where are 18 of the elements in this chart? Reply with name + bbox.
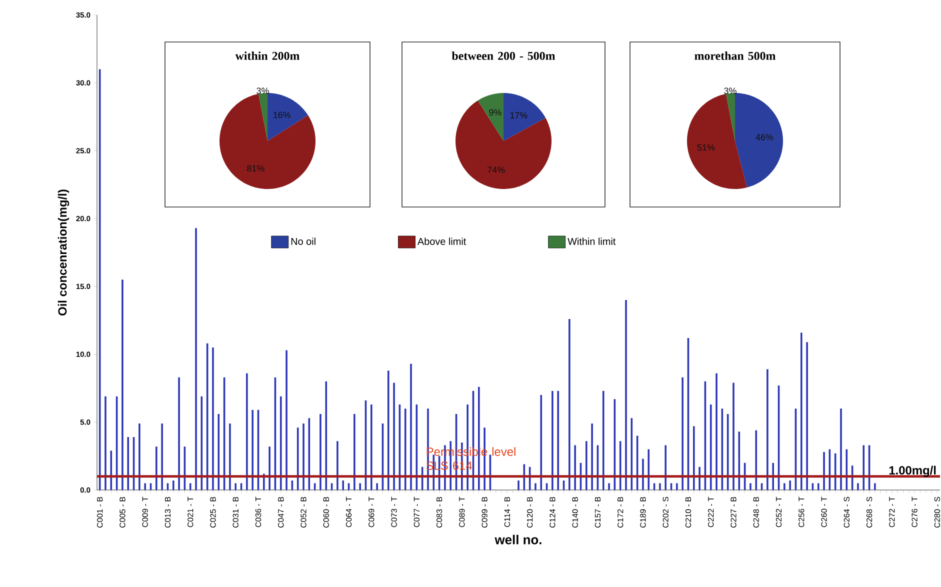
data-label: 17%	[510, 112, 528, 119]
data-label: 51%	[697, 144, 715, 151]
legend-label: Within limit	[568, 238, 616, 245]
data-label: 46%	[756, 134, 774, 140]
y-axis-title: Oil concenration(mg/l)	[58, 190, 70, 316]
data-label: 9%	[489, 109, 502, 116]
data-label: 3%	[256, 88, 269, 94]
chart-title: morethan 500m	[694, 52, 776, 60]
x-axis-title: well no.	[494, 534, 542, 544]
chart-title: within 200m	[235, 52, 300, 60]
data-label: 74%	[488, 166, 505, 173]
annotation: 1.00mg/l	[889, 466, 936, 477]
legend-label: No oil	[291, 238, 316, 245]
data-label: 16%	[274, 112, 290, 118]
legend-label: Above limit	[417, 238, 466, 245]
chart-title: between 200 - 500m	[452, 52, 556, 60]
data-label: 81%	[247, 165, 264, 172]
data-label: 3%	[724, 88, 736, 94]
